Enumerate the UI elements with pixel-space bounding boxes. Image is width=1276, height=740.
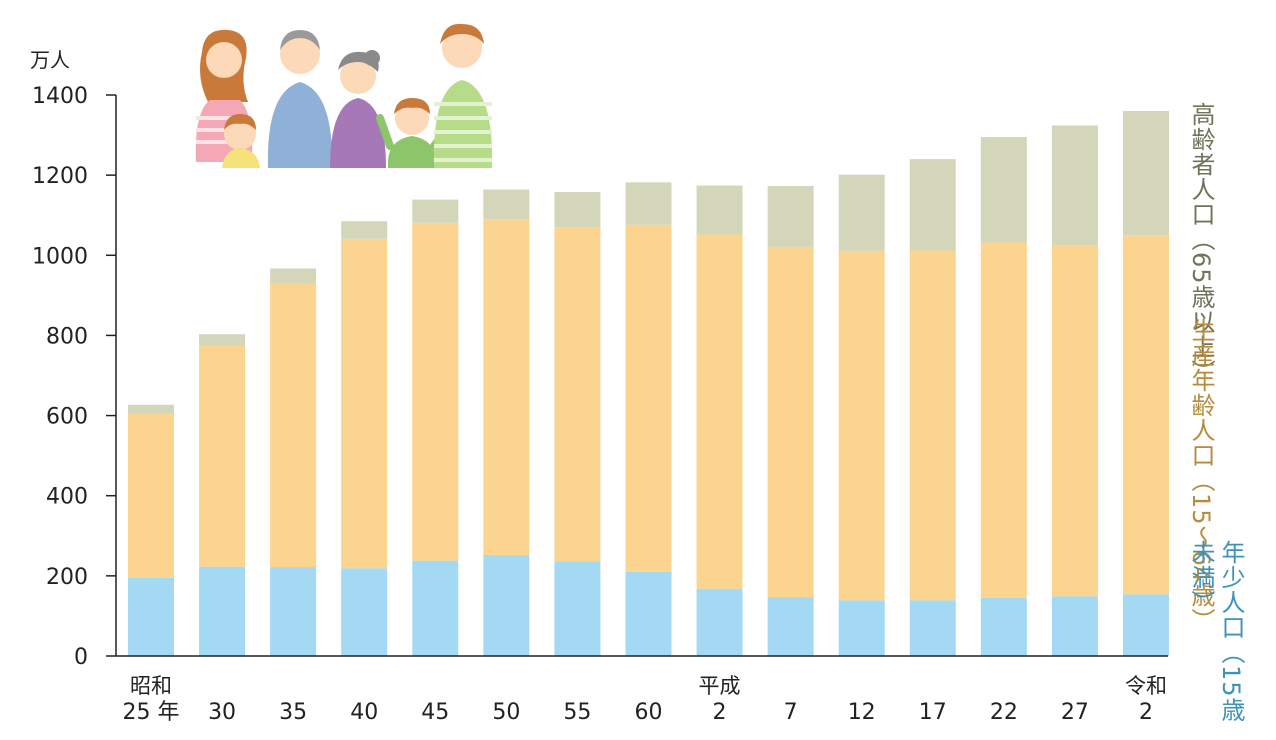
x-tick-label: 12 [848,700,876,725]
x-tick-label: 17 [919,700,947,725]
bar-segment-working-age [1122,235,1169,595]
legend-working-age-label: 生産年齢人口（15～64歳） [1187,318,1215,634]
bar-segment-working-age [341,238,388,569]
x-tick-label: 50 [492,700,520,725]
bar-segment-working-age [909,250,956,601]
x-tick-label: 2 [713,700,727,725]
y-tick-label: 400 [46,485,88,510]
bar-segment-elderly [483,189,530,220]
grandmother-icon [330,50,386,168]
y-tick-label: 800 [46,324,88,349]
x-tick-label: 7 [784,700,798,725]
bar-segment-elderly [980,137,1027,243]
boy-icon [376,98,456,168]
bar-segment-youth [909,600,956,656]
y-tick-label: 200 [46,565,88,590]
bar-segment-working-age [767,246,814,598]
x-tick-label: 40 [350,700,378,725]
bar-segment-elderly [696,185,743,235]
x-era-label: 令和 [1125,674,1167,698]
x-tick-label: 35 [279,700,307,725]
y-tick-label: 1000 [32,244,88,269]
y-tick-label: 1200 [32,164,88,189]
x-era-label: 昭和 [130,674,172,698]
x-tick-label: 60 [634,700,662,725]
x-tick-label: 25 年 [123,700,180,725]
grandfather-icon [267,30,333,168]
bar-segment-youth [1122,594,1169,656]
bar-segment-youth [554,561,601,656]
bar-segment-youth [128,577,174,656]
bar-segment-elderly [341,221,388,239]
bar-segment-youth [270,567,317,656]
bar-segment-youth [199,566,246,656]
bar-segment-elderly [1122,111,1169,236]
x-tick-label: 2 [1139,700,1153,725]
family-illustration [195,23,493,168]
bar-segment-working-age [199,345,246,567]
bar-segment-youth [1051,596,1098,656]
bar-segment-elderly [1051,125,1098,246]
legend-elderly-label: 高齢者人口（65歳以上） [1187,102,1215,385]
bar-segment-elderly [412,199,459,223]
bar-segment-working-age [625,224,672,572]
bar-segment-youth [412,560,459,656]
bar-segment-youth [980,597,1027,656]
x-tick-label: 27 [1061,700,1089,725]
bar-segment-youth [767,597,814,656]
bar-segment-youth [696,588,743,656]
bar-segment-youth [838,600,885,656]
bar-segment-working-age [270,282,317,568]
x-tick-label: 30 [208,700,236,725]
bar-segment-working-age [554,227,601,562]
bar-segment-working-age [696,234,743,589]
y-tick-label: 0 [74,645,88,670]
y-tick-label: 600 [46,405,88,430]
x-era-label: 平成 [699,674,741,698]
bar-segment-working-age [412,222,459,561]
legend-youth-label: 年少人口（15歳未満） [1187,540,1245,723]
y-tick-label: 1400 [32,84,88,109]
bar-segment-elderly [199,334,246,346]
bar-segment-elderly [625,182,672,225]
bar-segment-elderly [554,191,601,228]
bar-segment-working-age [980,242,1027,598]
x-tick-label: 22 [990,700,1018,725]
x-tick-label: 45 [421,700,449,725]
bar-segment-youth [625,571,672,656]
bar-segment-elderly [767,185,814,247]
x-tick-label: 55 [563,700,591,725]
bar-segment-elderly [838,174,885,251]
bar-segment-youth [341,568,388,656]
bar-segment-elderly [270,268,317,283]
bar-segment-working-age [838,250,885,601]
bar-segment-working-age [1051,245,1098,597]
girl-icon [222,114,260,168]
bar-segment-youth [483,555,530,656]
bar-segment-working-age [483,219,530,556]
bar-segment-elderly [128,404,174,414]
father-icon [433,23,493,168]
y-axis-unit: 万人 [30,48,70,72]
bar-segment-working-age [128,413,174,578]
bar-segment-elderly [909,159,956,251]
